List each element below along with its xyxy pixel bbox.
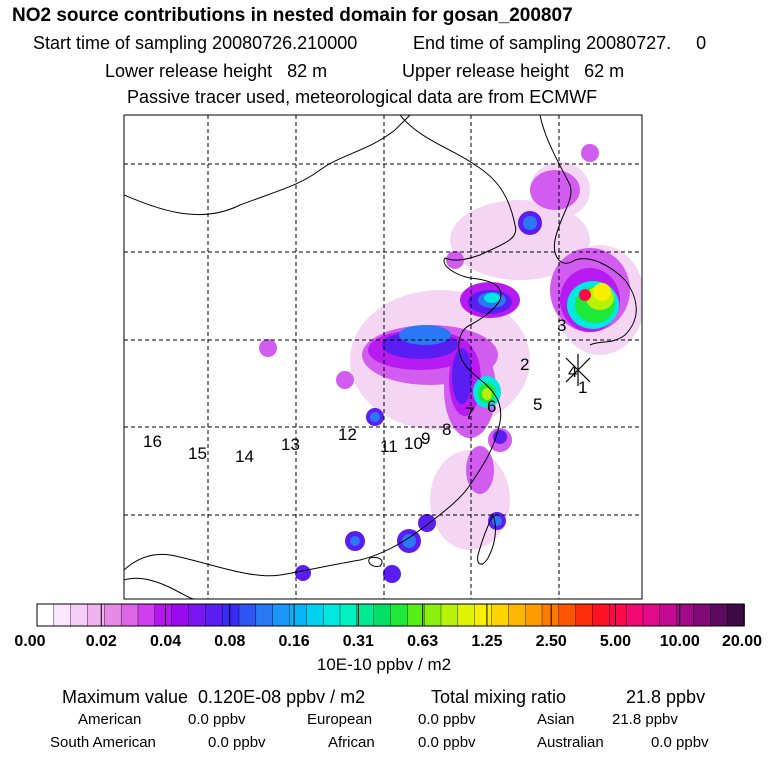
station-label: 16 xyxy=(143,432,162,451)
colorbar-cell xyxy=(710,603,728,627)
colorbar-cell xyxy=(693,603,712,627)
colorbar-cell xyxy=(104,603,122,627)
african-value: 0.0 ppbv xyxy=(418,734,476,751)
colorbar-cell xyxy=(390,603,409,627)
station-label: 7 xyxy=(465,404,474,423)
station-label: 12 xyxy=(338,425,357,444)
american-value: 0.0 ppbv xyxy=(188,711,246,728)
upper-release-height: Upper release height 62 m xyxy=(402,61,625,81)
european-label: European xyxy=(307,711,373,728)
tracer-note: Passive tracer used, meteorological data… xyxy=(127,87,598,107)
colorbar-cell xyxy=(474,603,493,627)
colorbar-cell xyxy=(221,603,240,627)
colorbar-tick-label: 0.04 xyxy=(150,633,181,650)
asian-label: Asian xyxy=(537,711,575,728)
station-label: 9 xyxy=(421,429,430,448)
colorbar-cell xyxy=(306,603,324,627)
end-time-label: End time of sampling 20080727. 0 xyxy=(413,33,707,53)
colorbar-cell xyxy=(625,603,644,627)
lower-release-height: Lower release height 82 m xyxy=(105,61,328,81)
max-value-label: Maximum value 0.120E-08 ppbv / m2 xyxy=(62,687,366,707)
station-label: 10 xyxy=(404,434,423,453)
colorbar-cell xyxy=(339,603,358,627)
station-label: 1 xyxy=(578,378,587,397)
colorbar-cell xyxy=(238,603,257,627)
station-label: 13 xyxy=(281,435,300,454)
colorbar-cell xyxy=(171,603,190,627)
colorbar-cell xyxy=(154,603,173,627)
start-time-label: Start time of sampling 20080726.210000 xyxy=(33,33,358,53)
australian-value: 0.0 ppbv xyxy=(651,734,709,751)
colorbar-cell xyxy=(592,603,611,627)
total-mixing-label: Total mixing ratio xyxy=(431,687,567,707)
station-label: 15 xyxy=(188,444,207,463)
colorbar-cell xyxy=(575,603,594,627)
colorbar-cell xyxy=(524,603,543,627)
colorbar-tick-label: 0.00 xyxy=(14,633,45,650)
colorbar-cell xyxy=(36,603,55,627)
colorbar-tick-label: 0.63 xyxy=(407,633,438,650)
chart-title: NO2 source contributions in nested domai… xyxy=(12,5,573,26)
colorbar-cells xyxy=(36,603,745,627)
station-label: 14 xyxy=(235,447,254,466)
african-label: African xyxy=(328,734,375,751)
colorbar-cell xyxy=(289,603,308,627)
colorbar-tick-label: 5.00 xyxy=(600,633,631,650)
colorbar-tick-label: 0.02 xyxy=(86,633,117,650)
colorbar-cell xyxy=(491,603,510,627)
colorbar-cell xyxy=(356,603,375,627)
colorbar-tick-label: 10.00 xyxy=(660,633,700,650)
colorbar-cell xyxy=(188,603,207,627)
receptor-star-icon xyxy=(565,354,591,386)
australian-label: Australian xyxy=(537,734,604,751)
colorbar-cell xyxy=(120,603,139,627)
colorbar-units: 10E-10 ppbv / m2 xyxy=(316,655,452,674)
colorbar-cell xyxy=(423,603,442,627)
colorbar-cell xyxy=(558,603,577,627)
asian-value: 21.8 ppbv xyxy=(612,711,678,728)
colorbar-cell xyxy=(659,603,678,627)
colorbar-tick-label: 2.50 xyxy=(536,633,567,650)
colorbar: 0.00 0.02 0.04 0.08 0.16 0.31 0.63 1.25 2.50 5.00… xyxy=(14,603,762,650)
station-label: 11 xyxy=(380,437,398,456)
station-label: 6 xyxy=(487,397,496,416)
station-label: 4 xyxy=(568,362,577,381)
colorbar-cell xyxy=(440,603,459,627)
american-label: American xyxy=(78,711,142,728)
colorbar-cell xyxy=(272,603,291,627)
south-american-label: South American xyxy=(50,734,156,751)
concentration-field xyxy=(124,115,642,599)
colorbar-cell xyxy=(205,603,223,627)
colorbar-cell xyxy=(255,603,274,627)
colorbar-cell xyxy=(322,603,341,627)
colorbar-tick-label: 0.31 xyxy=(343,633,374,650)
station-label: 2 xyxy=(520,355,529,374)
station-label: 3 xyxy=(557,316,566,335)
colorbar-cell xyxy=(508,603,526,627)
european-value: 0.0 ppbv xyxy=(418,711,476,728)
map-frame xyxy=(123,114,643,600)
colorbar-tick-label: 0.16 xyxy=(279,633,310,650)
colorbar-cell xyxy=(457,603,476,627)
colorbar-frame xyxy=(36,603,745,627)
total-mixing-value: 21.8 ppbv xyxy=(626,687,706,707)
colorbar-cell xyxy=(373,603,392,627)
colorbar-cell xyxy=(726,603,745,627)
colorbar-cell xyxy=(53,603,72,627)
colorbar-cell xyxy=(642,603,661,627)
map-plot: 1 2 3 4 5 6 7 8 9 10 11 12 13 14 15 16 xyxy=(123,114,643,600)
colorbar-cell xyxy=(137,603,156,627)
colorbar-tick-label: 1.25 xyxy=(471,633,502,650)
station-label: 5 xyxy=(533,395,542,414)
station-label: 8 xyxy=(442,420,451,439)
colorbar-tick-label: 0.08 xyxy=(214,633,245,650)
south-american-value: 0.0 ppbv xyxy=(208,734,266,751)
colorbar-cell xyxy=(87,603,106,627)
colorbar-cell xyxy=(609,603,627,627)
colorbar-tick-label: 20.00 xyxy=(722,633,762,650)
colorbar-cell xyxy=(70,603,89,627)
